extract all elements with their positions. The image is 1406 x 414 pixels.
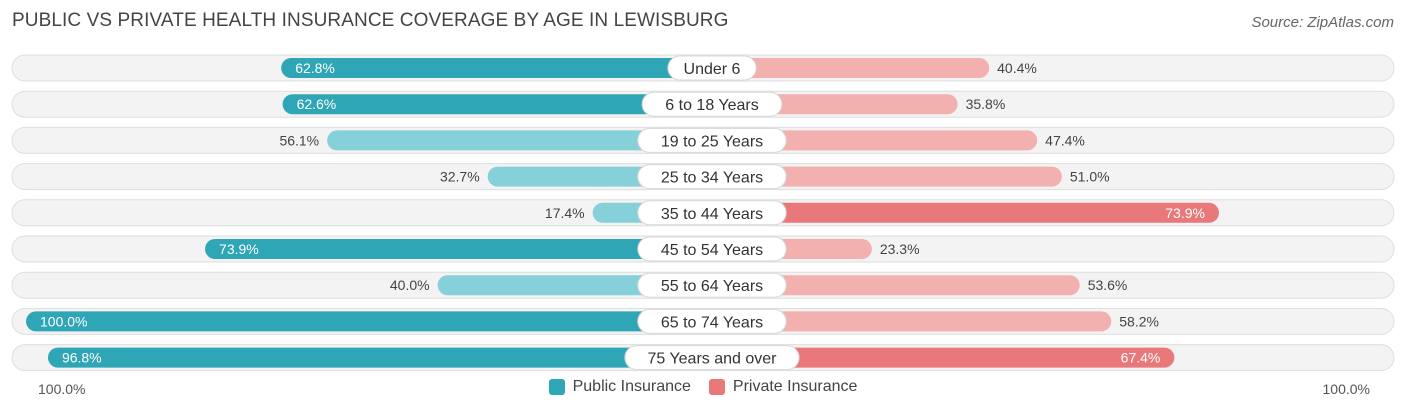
- private-bar[interactable]: [712, 130, 1038, 151]
- public-bar[interactable]: [281, 58, 712, 78]
- public-bar[interactable]: [47, 347, 712, 368]
- legend-item-public[interactable]: Public Insurance: [548, 378, 691, 396]
- public-value-label: 17.4%: [545, 205, 585, 221]
- private-value-label: 51.0%: [1070, 169, 1110, 185]
- category-pill: [637, 127, 787, 153]
- private-value-label: 67.4%: [1121, 350, 1161, 366]
- private-value-label: 47.4%: [1045, 132, 1085, 148]
- public-value-label: 96.8%: [62, 350, 102, 366]
- category-label: 6 to 18 Years: [665, 97, 758, 114]
- public-value-label: 100.0%: [40, 313, 87, 329]
- legend-swatch-private: [708, 379, 725, 395]
- legend-item-private[interactable]: Private Insurance: [708, 378, 858, 396]
- category-pill: [641, 91, 783, 117]
- category-pill: [667, 55, 757, 81]
- private-value-label: 53.6%: [1088, 277, 1128, 293]
- axis-right-label: 100.0%: [1322, 381, 1370, 397]
- private-value-label: 73.9%: [1165, 205, 1205, 221]
- category-pill: [637, 200, 787, 226]
- private-value-label: 23.3%: [880, 241, 920, 257]
- legend-label-private: Private Insurance: [732, 378, 858, 395]
- public-bar[interactable]: [282, 94, 712, 115]
- legend-label-public: Public Insurance: [572, 378, 691, 395]
- category-label: 55 to 64 Years: [661, 278, 763, 295]
- public-value-label: 32.7%: [440, 169, 480, 185]
- public-value-label: 73.9%: [219, 241, 259, 257]
- private-bar[interactable]: [712, 202, 1219, 223]
- public-value-label: 56.1%: [279, 132, 319, 148]
- category-pill: [637, 164, 787, 190]
- private-bar[interactable]: [712, 58, 990, 78]
- public-bar[interactable]: [205, 239, 712, 259]
- category-label: 75 Years and over: [648, 351, 778, 368]
- private-value-label: 58.2%: [1119, 313, 1159, 329]
- private-value-label: 40.4%: [997, 60, 1037, 76]
- public-value-label: 62.6%: [297, 96, 337, 112]
- axis-left-label: 100.0%: [38, 381, 86, 397]
- source-note: Source: ZipAtlas.com: [1251, 14, 1394, 31]
- private-value-label: 35.8%: [966, 96, 1006, 112]
- legend: Public Insurance Private Insurance: [0, 378, 1406, 396]
- category-label: 25 to 34 Years: [661, 170, 763, 187]
- category-label: Under 6: [684, 61, 741, 78]
- public-bar[interactable]: [26, 311, 712, 332]
- private-bar[interactable]: [712, 311, 1112, 332]
- private-bar[interactable]: [712, 275, 1080, 296]
- category-label: 65 to 74 Years: [661, 314, 763, 331]
- private-bar[interactable]: [712, 166, 1062, 187]
- category-label: 35 to 44 Years: [661, 206, 763, 223]
- category-pill: [624, 345, 800, 371]
- private-bar[interactable]: [712, 347, 1175, 368]
- category-label: 45 to 54 Years: [661, 242, 763, 259]
- category-label: 19 to 25 Years: [661, 133, 763, 150]
- public-bar[interactable]: [327, 130, 712, 151]
- chart-title: PUBLIC VS PRIVATE HEALTH INSURANCE COVER…: [12, 10, 729, 31]
- category-pill: [637, 236, 787, 262]
- category-pill: [637, 308, 787, 334]
- public-value-label: 40.0%: [390, 277, 430, 293]
- category-pill: [637, 272, 787, 298]
- legend-swatch-public: [548, 379, 565, 395]
- chart-canvas: 62.8% 40.4% Under 6 62.6% 35.8% 6 to 18 Years…: [11, 54, 1395, 372]
- public-value-label: 62.8%: [295, 60, 335, 76]
